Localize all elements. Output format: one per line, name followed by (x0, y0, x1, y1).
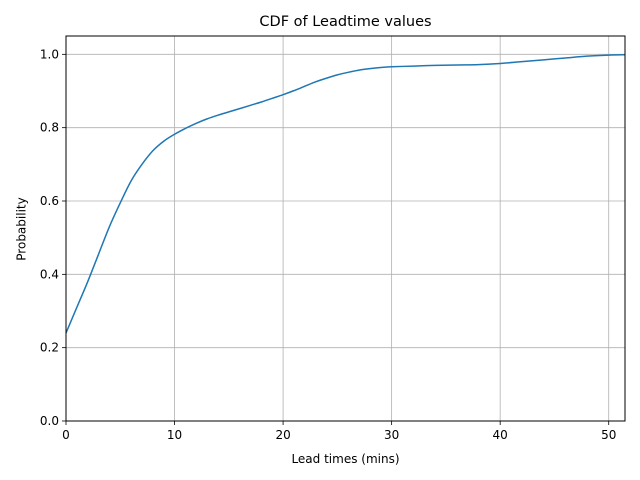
chart-title: CDF of Leadtime values (259, 14, 431, 30)
x-axis-label: Lead times (mins) (291, 452, 399, 466)
y-tick-label: 0.0 (40, 414, 59, 428)
cdf-series-line (65, 53, 626, 334)
x-tick-label: 10 (167, 428, 182, 442)
y-tick-label: 0.6 (40, 194, 59, 208)
y-tick-label: 0.4 (40, 267, 59, 281)
x-tick-label: 0 (62, 428, 70, 442)
plot-frame (65, 35, 626, 422)
ticks: 0 10 20 30 40 50 0.0 0.2 0.4 0.6 0.8 1.0 (40, 47, 616, 442)
x-tick-label: 20 (275, 428, 290, 442)
x-tick-label: 40 (493, 428, 508, 442)
y-axis-label: Probability (15, 197, 29, 260)
y-tick-label: 0.8 (40, 121, 59, 135)
y-tick-label: 1.0 (40, 47, 59, 61)
series-layer (65, 53, 626, 334)
x-tick-label: 50 (601, 428, 616, 442)
x-tick-label: 30 (384, 428, 399, 442)
y-tick-label: 0.2 (40, 341, 59, 355)
gridlines (65, 36, 625, 422)
